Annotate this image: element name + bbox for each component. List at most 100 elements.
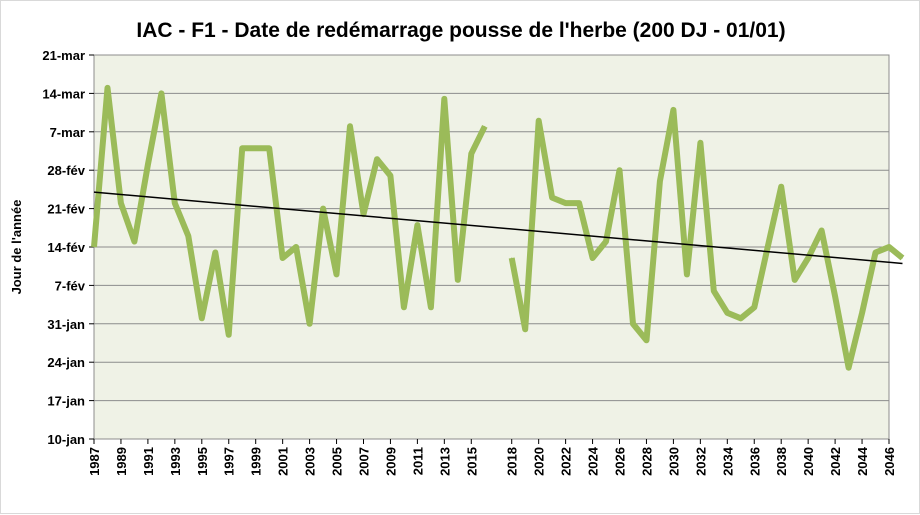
x-tick-label: 2024 xyxy=(586,446,601,476)
data-point xyxy=(524,328,526,330)
x-tick-label: 2013 xyxy=(437,447,452,476)
data-point xyxy=(336,273,338,275)
data-point xyxy=(214,251,216,253)
data-point xyxy=(807,257,809,259)
x-tick-label: 1999 xyxy=(249,447,264,476)
data-point xyxy=(592,257,594,259)
data-point xyxy=(686,273,688,275)
x-tick-label: 2020 xyxy=(532,447,547,476)
x-tick-label: 2040 xyxy=(801,447,816,476)
data-point xyxy=(457,279,459,281)
x-tick-label: 2028 xyxy=(639,447,654,476)
data-point xyxy=(241,147,243,149)
x-tick-label: 1987 xyxy=(87,447,102,476)
x-tick-label: 2030 xyxy=(666,447,681,476)
data-point xyxy=(484,125,486,127)
data-point xyxy=(255,147,257,149)
data-point xyxy=(767,246,769,248)
y-tick-label: 7-mar xyxy=(50,125,85,140)
x-tick-label: 2001 xyxy=(276,447,291,476)
x-tick-label: 2022 xyxy=(559,447,574,476)
data-point xyxy=(147,164,149,166)
y-tick-label: 14-mar xyxy=(42,86,85,101)
data-point xyxy=(699,142,701,144)
x-tick-label: 2032 xyxy=(693,447,708,476)
y-tick-label: 10-jan xyxy=(47,432,85,447)
data-point xyxy=(309,323,311,325)
data-point xyxy=(605,241,607,243)
data-point xyxy=(901,257,903,259)
x-tick-label: 2034 xyxy=(720,446,735,476)
data-point xyxy=(295,246,297,248)
series-layer xyxy=(91,84,905,371)
data-point xyxy=(389,175,391,177)
x-tick-label: 2038 xyxy=(774,447,789,476)
data-point xyxy=(349,125,351,127)
x-tick-label: 2046 xyxy=(882,447,897,476)
data-point xyxy=(228,334,230,336)
data-point xyxy=(120,202,122,204)
data-point xyxy=(268,147,270,149)
data-point xyxy=(511,257,513,259)
data-point xyxy=(632,323,634,325)
data-point xyxy=(578,202,580,204)
data-point xyxy=(794,279,796,281)
x-tick-label: 2011 xyxy=(410,447,425,475)
x-tick-label: 2036 xyxy=(747,447,762,476)
data-point xyxy=(619,169,621,171)
x-tick-label: 2015 xyxy=(464,447,479,476)
x-tick-label: 2007 xyxy=(356,447,371,476)
data-point xyxy=(726,312,728,314)
data-point xyxy=(740,317,742,319)
data-point xyxy=(780,186,782,188)
data-point xyxy=(187,235,189,237)
y-tick-label: 17-jan xyxy=(47,394,85,409)
data-point xyxy=(821,230,823,232)
trend-line xyxy=(93,191,903,265)
data-point xyxy=(565,202,567,204)
data-point xyxy=(538,120,540,122)
data-point xyxy=(713,290,715,292)
data-point xyxy=(659,180,661,182)
data-point xyxy=(443,98,445,100)
x-tick-label: 1991 xyxy=(141,447,156,476)
series-line xyxy=(508,106,905,371)
y-tick-label: 21-fév xyxy=(47,202,85,217)
data-point xyxy=(416,224,418,226)
y-tick-label: 31-jan xyxy=(47,317,85,332)
chart-title: IAC - F1 - Date de redémarrage pousse de… xyxy=(136,19,786,42)
data-point xyxy=(753,306,755,308)
data-point xyxy=(834,295,836,297)
x-tick-label: 1995 xyxy=(195,447,210,476)
data-point xyxy=(322,208,324,210)
y-tick-label: 24-jan xyxy=(47,355,85,370)
data-point xyxy=(133,241,135,243)
data-point xyxy=(888,246,890,248)
data-point xyxy=(106,87,108,89)
x-tick-label: 2042 xyxy=(828,447,843,476)
data-point xyxy=(551,197,553,199)
y-tick-label: 7-fév xyxy=(55,278,86,293)
data-point xyxy=(875,251,877,253)
data-point xyxy=(201,317,203,319)
x-tick-label: 2003 xyxy=(303,447,318,476)
data-point xyxy=(403,306,405,308)
data-point xyxy=(376,158,378,160)
data-point xyxy=(848,367,850,369)
y-axis-label: Jour de l'année xyxy=(9,200,24,295)
grid-lines xyxy=(94,54,889,440)
y-tick-label: 14-fév xyxy=(47,240,85,255)
x-tick-label: 2044 xyxy=(855,446,870,476)
x-tick-label: 2026 xyxy=(613,447,628,476)
x-tick-label: 1989 xyxy=(114,447,129,476)
trend-layer xyxy=(93,191,903,265)
data-point xyxy=(282,257,284,259)
data-point xyxy=(93,246,95,248)
x-tick-label: 1993 xyxy=(168,447,183,476)
x-tick-label: 2018 xyxy=(505,447,520,476)
data-point xyxy=(160,92,162,94)
x-tick-label: 1997 xyxy=(222,447,237,476)
data-point xyxy=(470,153,472,155)
y-tick-label: 28-fév xyxy=(47,163,85,178)
